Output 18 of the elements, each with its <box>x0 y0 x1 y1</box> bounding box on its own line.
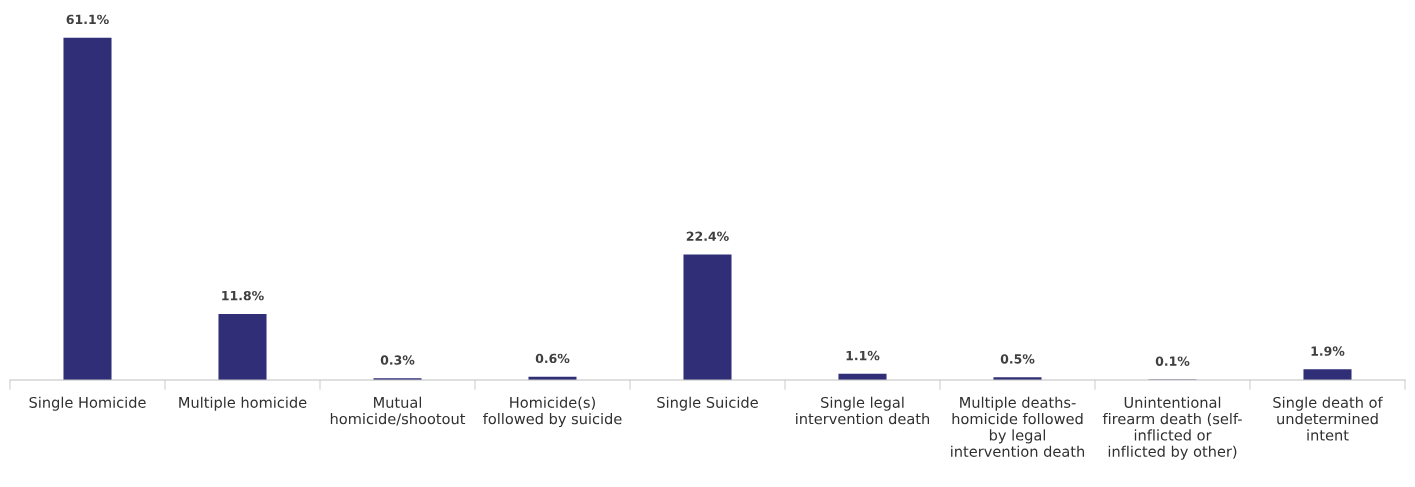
data-label: 11.8% <box>222 290 264 301</box>
x-tick-label: Multiple deaths- homicide followed by legal intervention death <box>951 396 1085 457</box>
x-tick-label: Single Homicide <box>29 396 146 411</box>
x-tick-label: Unintentional firearm death (self- inflicted or inflicted by other) <box>1102 396 1242 460</box>
data-label: 0.5% <box>1000 354 1035 364</box>
x-tick-label: Single Suicide <box>657 396 758 411</box>
x-tick-label: Single legal intervention death <box>796 396 930 425</box>
data-label: 61.1% <box>66 14 109 25</box>
data-label: 1.1% <box>846 350 880 361</box>
data-label: 22.4% <box>686 231 729 241</box>
data-label: 0.1% <box>1155 356 1190 366</box>
data-label: 0.3% <box>380 355 415 365</box>
x-tick-label: Mutual homicide/shootout <box>330 396 466 426</box>
data-label: 1.9% <box>1311 346 1345 356</box>
data-label: 0.6% <box>535 353 570 364</box>
x-tick-label: Homicide(s) followed by suicide <box>483 396 622 428</box>
x-tick-label: Single death of undetermined intent <box>1273 396 1383 441</box>
x-tick-label: Multiple homicide <box>179 396 307 411</box>
